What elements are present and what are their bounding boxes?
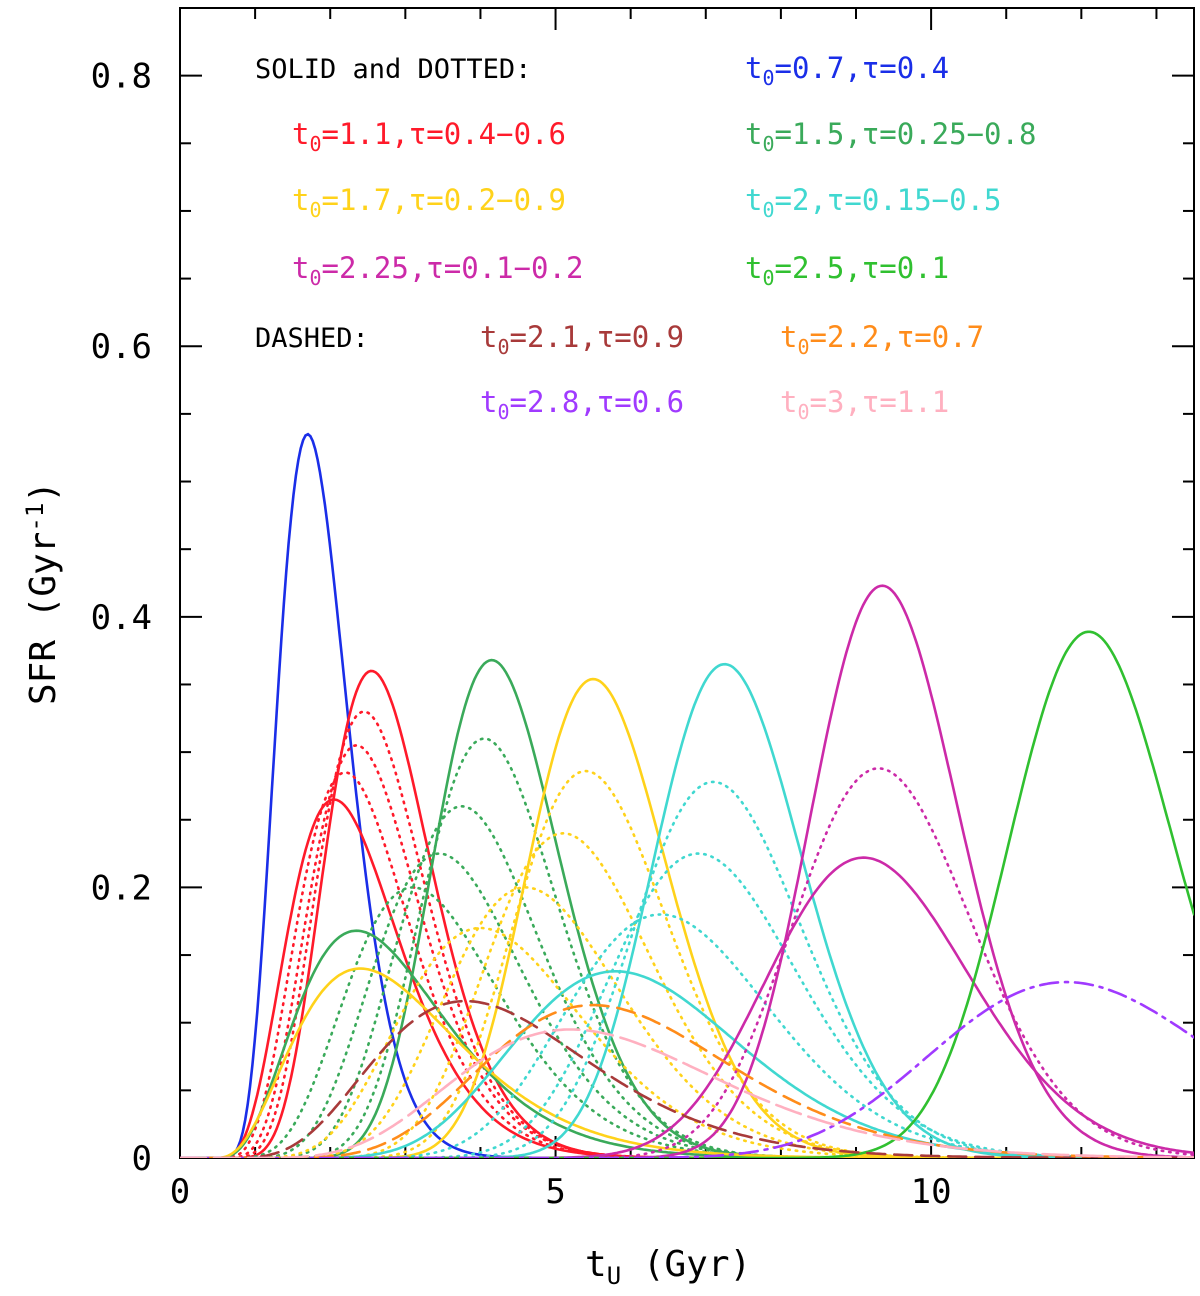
series-line xyxy=(180,658,1194,1158)
series-line xyxy=(180,780,1194,1158)
series-line xyxy=(180,769,1194,1158)
x-tick-label: 5 xyxy=(545,1172,565,1212)
legend-entry: t0=0.7,τ=0.4 xyxy=(745,51,949,90)
sfr-curves xyxy=(180,432,1194,1158)
legend-entry: t0=2.25,τ=0.1−0.2 xyxy=(292,251,583,290)
x-tick-label: 10 xyxy=(911,1172,952,1212)
series-line xyxy=(180,767,1194,1158)
legend-entry: t0=3,τ=1.1 xyxy=(780,385,949,424)
legend-entry: t0=2.2,τ=0.7 xyxy=(780,320,984,359)
series-line xyxy=(180,1028,1194,1158)
series-line xyxy=(180,630,1194,1158)
axis-ticks xyxy=(179,7,1194,1159)
legend-entry: t0=1.7,τ=0.2−0.9 xyxy=(292,183,566,222)
legend: SOLID and DOTTED: DASHED: t0=0.7,τ=0.4 t… xyxy=(255,51,1036,424)
legend-entry: t0=2.8,τ=0.6 xyxy=(480,385,684,424)
legend-entry: t0=1.1,τ=0.4−0.6 xyxy=(292,117,566,156)
y-tick-label: 0.6 xyxy=(91,327,152,367)
series-line xyxy=(180,980,1194,1158)
legend-entry: t0=1.5,τ=0.25−0.8 xyxy=(745,117,1036,156)
series-line xyxy=(180,798,1194,1158)
y-tick-label: 0.4 xyxy=(91,598,152,638)
tick-labels: 0 5 10 0 0.2 0.4 0.6 0.8 xyxy=(91,57,952,1212)
legend-entry: t0=2.5,τ=0.1 xyxy=(745,251,949,290)
series-line xyxy=(180,856,1194,1158)
series-line xyxy=(180,677,1194,1158)
series-line xyxy=(180,805,1194,1158)
legend-entry: t0=2.1,τ=0.9 xyxy=(480,320,684,359)
series-line xyxy=(180,744,1194,1158)
series-line xyxy=(180,926,1194,1158)
legend-entry: t0=2,τ=0.15−0.5 xyxy=(745,183,1002,222)
legend-header-solid-dotted: SOLID and DOTTED: xyxy=(255,54,531,85)
series-line xyxy=(180,771,1194,1158)
series-line xyxy=(180,584,1194,1158)
series-line xyxy=(180,929,1194,1158)
y-tick-label: 0 xyxy=(132,1139,152,1179)
y-tick-label: 0.8 xyxy=(91,57,152,97)
y-axis-label: SFR (Gyr-1) xyxy=(21,481,64,705)
series-line xyxy=(180,999,1194,1158)
y-tick-label: 0.2 xyxy=(91,868,152,908)
series-line xyxy=(180,852,1194,1158)
series-line xyxy=(180,886,1194,1158)
x-tick-label: 0 xyxy=(170,1172,190,1212)
series-line xyxy=(180,737,1194,1158)
legend-header-dashed: DASHED: xyxy=(255,323,369,354)
series-line xyxy=(180,432,1194,1158)
series-line xyxy=(180,662,1194,1158)
x-axis-label: tU (Gyr) xyxy=(585,1244,751,1290)
series-line xyxy=(180,913,1194,1158)
